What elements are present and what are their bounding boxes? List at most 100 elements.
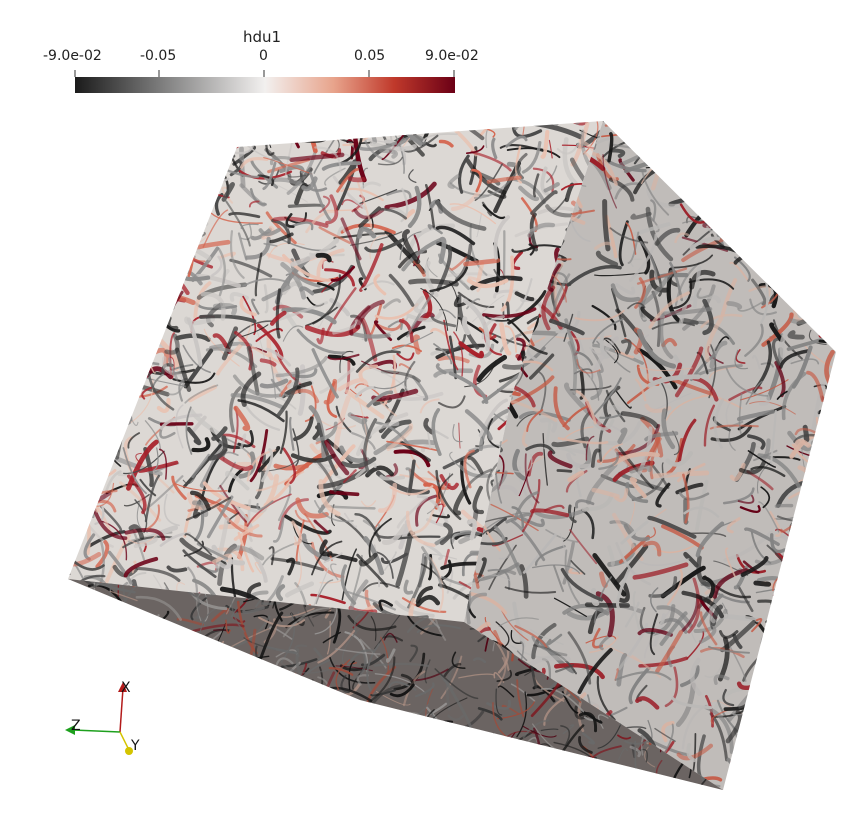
texture-streak (632, 591, 640, 630)
texture-streak (197, 668, 232, 691)
texture-streak (78, 316, 130, 331)
texture-streak (151, 223, 166, 236)
texture-streak (462, 298, 490, 352)
texture-streak (793, 299, 834, 305)
texture-streak (259, 784, 311, 790)
texture-streak (85, 788, 128, 790)
texture-streak (790, 358, 820, 365)
texture-streak (636, 328, 677, 369)
texture-streak (265, 347, 292, 367)
texture-streak (760, 438, 771, 462)
texture-streak (519, 564, 529, 599)
texture-streak (635, 378, 647, 402)
texture-streak (193, 664, 205, 694)
texture-streak (398, 121, 454, 128)
texture-streak (709, 129, 754, 150)
texture-streak (482, 307, 537, 319)
texture-streak (422, 133, 458, 143)
texture-streak (48, 646, 62, 664)
texture-streak (13, 601, 61, 607)
texture-streak (163, 493, 180, 527)
texture-streak (702, 575, 716, 599)
texture-streak (325, 194, 339, 225)
texture-streak (195, 273, 241, 288)
texture-streak (273, 463, 309, 471)
texture-streak (332, 175, 367, 210)
texture-streak (292, 428, 300, 467)
texture-streak (107, 123, 135, 174)
texture-streak (92, 770, 97, 790)
texture-streak (524, 752, 572, 762)
texture-streak (589, 336, 619, 380)
texture-streak (200, 291, 226, 321)
texture-streak (659, 611, 688, 646)
texture-streak (426, 745, 439, 776)
texture-streak (582, 755, 593, 771)
texture-streak (511, 453, 533, 473)
texture-streak (90, 121, 101, 153)
texture-streak (604, 214, 618, 259)
texture-streak (310, 121, 328, 135)
texture-streak (726, 517, 741, 534)
texture-streak (815, 203, 836, 235)
texture-streak (414, 682, 435, 698)
texture-streak (381, 786, 418, 790)
texture-streak (637, 269, 674, 308)
texture-streak (127, 432, 141, 449)
texture-streak (665, 785, 676, 790)
texture-streak (476, 213, 482, 238)
texture-streak (88, 787, 105, 790)
texture-streak (199, 314, 257, 324)
texture-streak (592, 418, 615, 431)
texture-streak (82, 588, 95, 604)
texture-streak (421, 546, 443, 589)
texture-streak (671, 158, 681, 188)
texture-streak (815, 121, 836, 155)
texture-streak (134, 145, 168, 176)
texture-streak (74, 279, 111, 305)
texture-streak (615, 110, 641, 130)
texture-streak (624, 601, 640, 628)
texture-streak (785, 787, 836, 790)
texture-streak (77, 177, 87, 214)
texture-streak (161, 197, 175, 220)
texture-streak (474, 163, 503, 202)
texture-streak (187, 384, 218, 403)
texture-streak (250, 227, 273, 241)
texture-streak (466, 278, 509, 289)
texture-streak (130, 377, 154, 423)
texture-streak (463, 468, 493, 493)
texture-streak (763, 121, 809, 143)
texture-streak (655, 482, 671, 508)
texture-streak (540, 130, 550, 159)
texture-streak (121, 127, 164, 146)
texture-streak (195, 239, 231, 250)
texture-streak (764, 671, 785, 681)
texture-streak (101, 470, 122, 506)
texture-streak (769, 242, 813, 261)
texture-streak (68, 350, 85, 402)
texture-streak (229, 230, 245, 279)
texture-streak (77, 471, 94, 493)
texture-streak (679, 203, 706, 224)
texture-streak (710, 709, 728, 725)
texture-streak (191, 500, 209, 518)
texture-streak (659, 312, 674, 360)
texture-streak (700, 313, 743, 329)
texture-streak (817, 298, 836, 324)
texture-streak (729, 121, 774, 134)
texture-streak (504, 325, 518, 353)
texture-streak (270, 155, 291, 166)
texture-streak (813, 789, 829, 790)
texture-streak (385, 463, 399, 479)
texture-streak (189, 490, 211, 511)
texture-streak (183, 695, 202, 733)
texture-streak (690, 191, 704, 206)
texture-streak (230, 393, 285, 410)
texture-streak (182, 549, 217, 578)
texture-streak (803, 745, 821, 763)
texture-streak (467, 562, 520, 583)
texture-streak (644, 746, 656, 768)
texture-streak (555, 664, 575, 673)
